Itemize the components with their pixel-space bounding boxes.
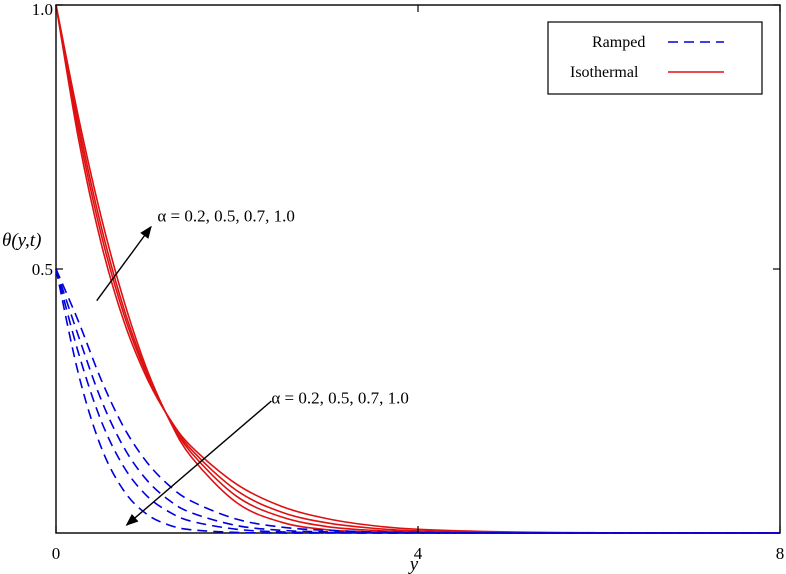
x-tick-label: 0 xyxy=(52,544,61,563)
series-line-ramped-alpha-0-5 xyxy=(55,268,780,534)
series-layer xyxy=(55,4,781,534)
legend-box xyxy=(547,21,763,95)
ticks-layer: 0 4 8 0.5 1.0 xyxy=(32,0,785,563)
annotation-label-isothermal: α = 0.2, 0.5, 0.7, 1.0 xyxy=(157,206,294,225)
annotation-label-ramped: α = 0.2, 0.5, 0.7, 1.0 xyxy=(271,389,409,408)
y-tick-label: 0.5 xyxy=(32,260,53,279)
annotation-arrow-ramped xyxy=(125,400,272,526)
series-line-ramped-alpha-1-0 xyxy=(55,268,780,534)
annotations-layer: α = 0.2, 0.5, 0.7, 1.0 α = 0.2, 0.5, 0.7… xyxy=(96,206,409,526)
annotation-arrow-isothermal xyxy=(96,225,152,302)
legend: Ramped Isothermal xyxy=(547,21,763,95)
legend-label-isothermal: Isothermal xyxy=(570,64,639,81)
x-tick-label: 4 xyxy=(414,544,423,563)
series-line-ramped-alpha-0-2 xyxy=(55,268,780,534)
series-line-isothermal-alpha-1-0 xyxy=(55,4,781,534)
x-tick-label: 8 xyxy=(776,544,785,563)
y-tick-label: 1.0 xyxy=(32,0,53,19)
x-axis-title: y xyxy=(408,554,419,574)
y-axis-title: θ(y,t) xyxy=(2,230,41,251)
legend-label-ramped: Ramped xyxy=(592,34,645,51)
